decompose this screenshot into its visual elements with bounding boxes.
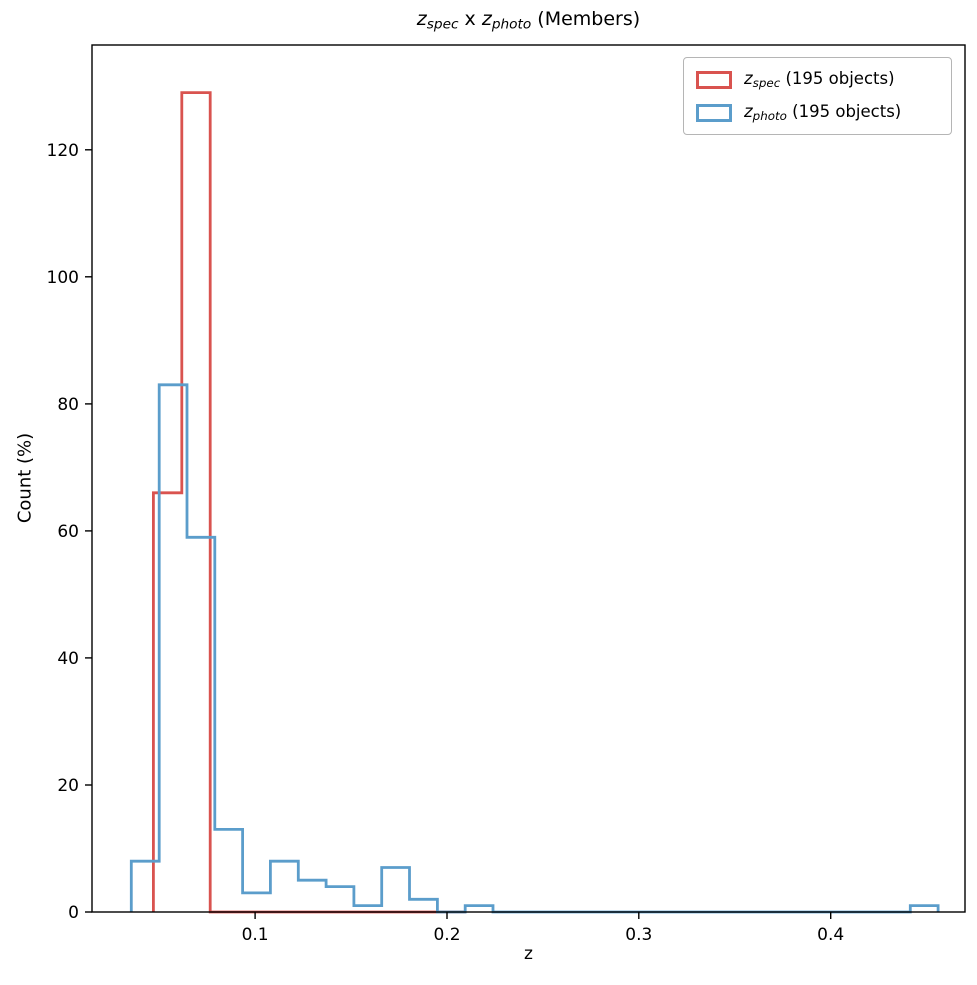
legend-label-zphoto: zphoto (195 objects)	[744, 102, 901, 123]
legend-zspec-var: z	[744, 69, 753, 88]
hist-series-zphoto	[129, 383, 940, 914]
x-tick-label: 0.4	[817, 925, 844, 945]
legend-swatch-zphoto	[696, 103, 732, 122]
y-axis-label: Count (%)	[14, 432, 36, 524]
title-suffix: (Members)	[531, 8, 641, 30]
x-axis-label: z	[524, 944, 533, 964]
legend-item-zphoto: zphoto (195 objects)	[696, 102, 939, 123]
plot-frame	[91, 44, 966, 913]
title-var1: z	[416, 8, 427, 30]
y-tick-label: 0	[68, 903, 79, 923]
x-tick-label: 0.2	[433, 925, 460, 945]
y-tick-label: 120	[47, 141, 79, 161]
legend: zspec (195 objects) zphoto (195 objects)	[683, 57, 952, 136]
y-tick-label: 80	[57, 395, 79, 415]
legend-zphoto-var: z	[744, 102, 753, 122]
title-var2: z	[481, 8, 492, 30]
legend-item-zspec: zspec (195 objects)	[696, 69, 939, 90]
y-tick-label: 60	[57, 522, 79, 542]
legend-zspec-rest: (195 objects)	[780, 69, 895, 88]
y-tick-label: 20	[57, 776, 79, 796]
legend-zphoto-rest: (195 objects)	[786, 102, 902, 122]
y-tick-label: 40	[57, 649, 79, 669]
legend-label-zspec: zspec (195 objects)	[744, 69, 895, 90]
legend-zspec-sub: spec	[752, 76, 781, 91]
hist-series-zspec	[152, 91, 466, 914]
x-tick-label: 0.1	[242, 925, 269, 945]
x-tick-label: 0.3	[625, 925, 652, 945]
y-tick-label: 100	[47, 268, 79, 288]
legend-swatch-zspec	[696, 70, 732, 89]
legend-zphoto-sub: photo	[752, 109, 787, 124]
title-mid: x	[458, 8, 482, 30]
title-sub1: spec	[426, 16, 459, 33]
title-sub2: photo	[491, 16, 532, 33]
chart-title: zspec x zphoto (Members)	[92, 8, 965, 33]
